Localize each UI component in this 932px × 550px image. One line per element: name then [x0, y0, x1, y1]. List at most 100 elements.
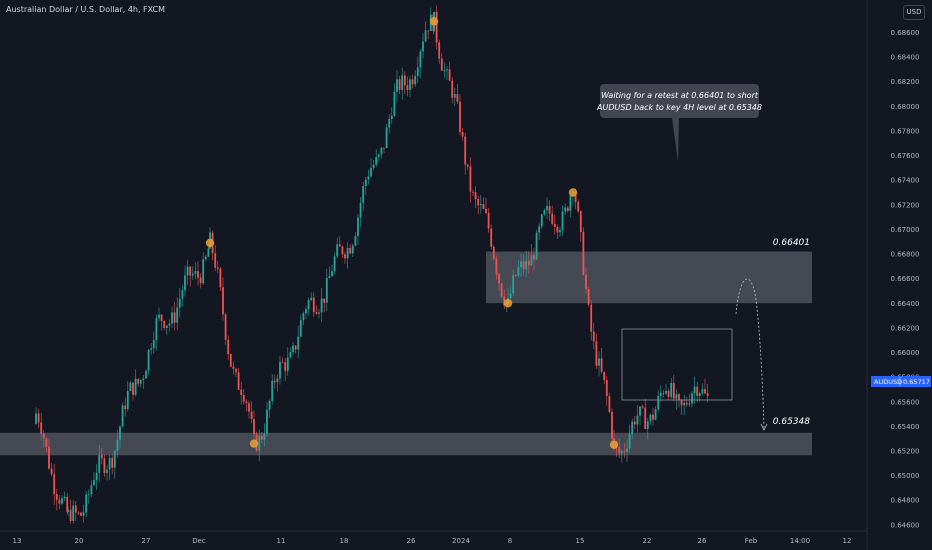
- candle-body: [67, 509, 69, 512]
- candle-body: [639, 406, 641, 416]
- swing-point-marker[interactable]: [429, 17, 439, 26]
- candle-body: [284, 362, 287, 371]
- candle-body: [701, 389, 704, 394]
- candle-body: [375, 156, 378, 165]
- candle-body: [346, 247, 349, 259]
- candle-body: [121, 405, 124, 427]
- candle-body: [116, 439, 119, 452]
- consolidation-range-box[interactable]: [621, 328, 733, 401]
- candle-body: [680, 399, 683, 406]
- candle-body: [333, 256, 336, 272]
- candle-body: [325, 278, 328, 303]
- candle-body: [649, 414, 652, 422]
- candle-body: [672, 382, 675, 399]
- swing-point-marker[interactable]: [609, 440, 619, 450]
- level-zone-2[interactable]: [0, 432, 812, 456]
- candle-body: [248, 403, 250, 412]
- candle-body: [279, 361, 281, 379]
- candle-body: [620, 451, 623, 454]
- candle-body: [636, 415, 639, 425]
- candle-body: [204, 256, 207, 260]
- last-price-value: 0.65717: [903, 378, 930, 386]
- candle-body: [652, 414, 654, 420]
- y-tick-label: 0.68200: [891, 78, 920, 86]
- candle-body: [108, 457, 111, 470]
- x-tick-label: 2024: [452, 537, 470, 545]
- candle-body: [142, 378, 145, 380]
- candle-body: [271, 380, 274, 401]
- candle-body: [134, 378, 137, 395]
- y-tick-label: 0.68400: [891, 54, 920, 62]
- candle-body: [53, 474, 56, 495]
- candle-body: [367, 176, 370, 180]
- candle-body: [574, 193, 577, 202]
- candle-body: [383, 147, 385, 149]
- candle-body: [124, 405, 127, 410]
- candle-body: [691, 393, 693, 404]
- candle-body: [474, 192, 477, 200]
- candle-body: [469, 166, 472, 192]
- candle-body: [631, 421, 634, 434]
- candle-body: [451, 80, 454, 98]
- candle-body: [224, 314, 227, 340]
- swing-point-marker[interactable]: [503, 299, 513, 308]
- candle-body: [216, 267, 219, 269]
- candle-body: [654, 409, 657, 420]
- candle-body: [338, 244, 341, 247]
- candle-body: [37, 413, 40, 423]
- candle-body: [598, 358, 600, 366]
- candle-body: [559, 230, 561, 233]
- candle-body: [401, 75, 404, 90]
- candle-body: [276, 378, 279, 383]
- candle-body: [498, 274, 500, 284]
- y-tick-label: 0.64600: [891, 521, 920, 529]
- candle-body: [665, 390, 667, 394]
- candle-body: [644, 407, 647, 429]
- y-tick-label: 0.64800: [891, 497, 920, 505]
- x-tick-label: 27: [142, 537, 151, 545]
- candle-body: [106, 469, 108, 473]
- candle-body: [608, 396, 611, 412]
- candle-body: [520, 261, 522, 268]
- candle-body: [178, 298, 181, 308]
- candle-body: [103, 458, 106, 473]
- candle-body: [390, 115, 393, 120]
- candle-body: [158, 314, 160, 319]
- candle-body: [503, 296, 506, 306]
- swing-point-marker[interactable]: [568, 188, 578, 197]
- candle-body: [199, 277, 202, 284]
- candle-body: [235, 368, 237, 373]
- candle-body: [564, 207, 567, 212]
- candle-body: [310, 297, 313, 301]
- candle-body: [683, 402, 686, 406]
- candle-body: [40, 422, 43, 434]
- candle-body: [111, 457, 114, 468]
- candle-body: [512, 275, 515, 294]
- candle-body: [688, 403, 691, 405]
- candle-body: [222, 287, 224, 315]
- candle-body: [214, 253, 217, 268]
- candle-body: [479, 204, 482, 206]
- candle-body: [600, 358, 603, 372]
- candle-body: [229, 353, 232, 367]
- level-zone-1[interactable]: [486, 251, 812, 304]
- candle-body: [566, 207, 569, 211]
- x-tick-label: Dec: [192, 537, 206, 545]
- candle-body: [548, 206, 551, 214]
- candle-body: [595, 341, 598, 366]
- candle-body: [466, 164, 469, 167]
- candle-body: [603, 371, 606, 381]
- candle-body: [307, 300, 310, 310]
- candle-body: [150, 348, 153, 350]
- candle-body: [398, 79, 401, 90]
- annotation-callout[interactable]: Waiting for a retest at 0.66401 to short…: [596, 84, 762, 162]
- candle-body: [260, 435, 263, 440]
- candle-body: [181, 290, 184, 299]
- candle-body: [63, 496, 66, 499]
- swing-point-marker[interactable]: [249, 439, 259, 448]
- candle-body: [446, 69, 448, 71]
- currency-button[interactable]: USD: [903, 5, 925, 20]
- swing-point-marker[interactable]: [205, 238, 215, 248]
- y-tick-label: 0.67000: [891, 226, 920, 234]
